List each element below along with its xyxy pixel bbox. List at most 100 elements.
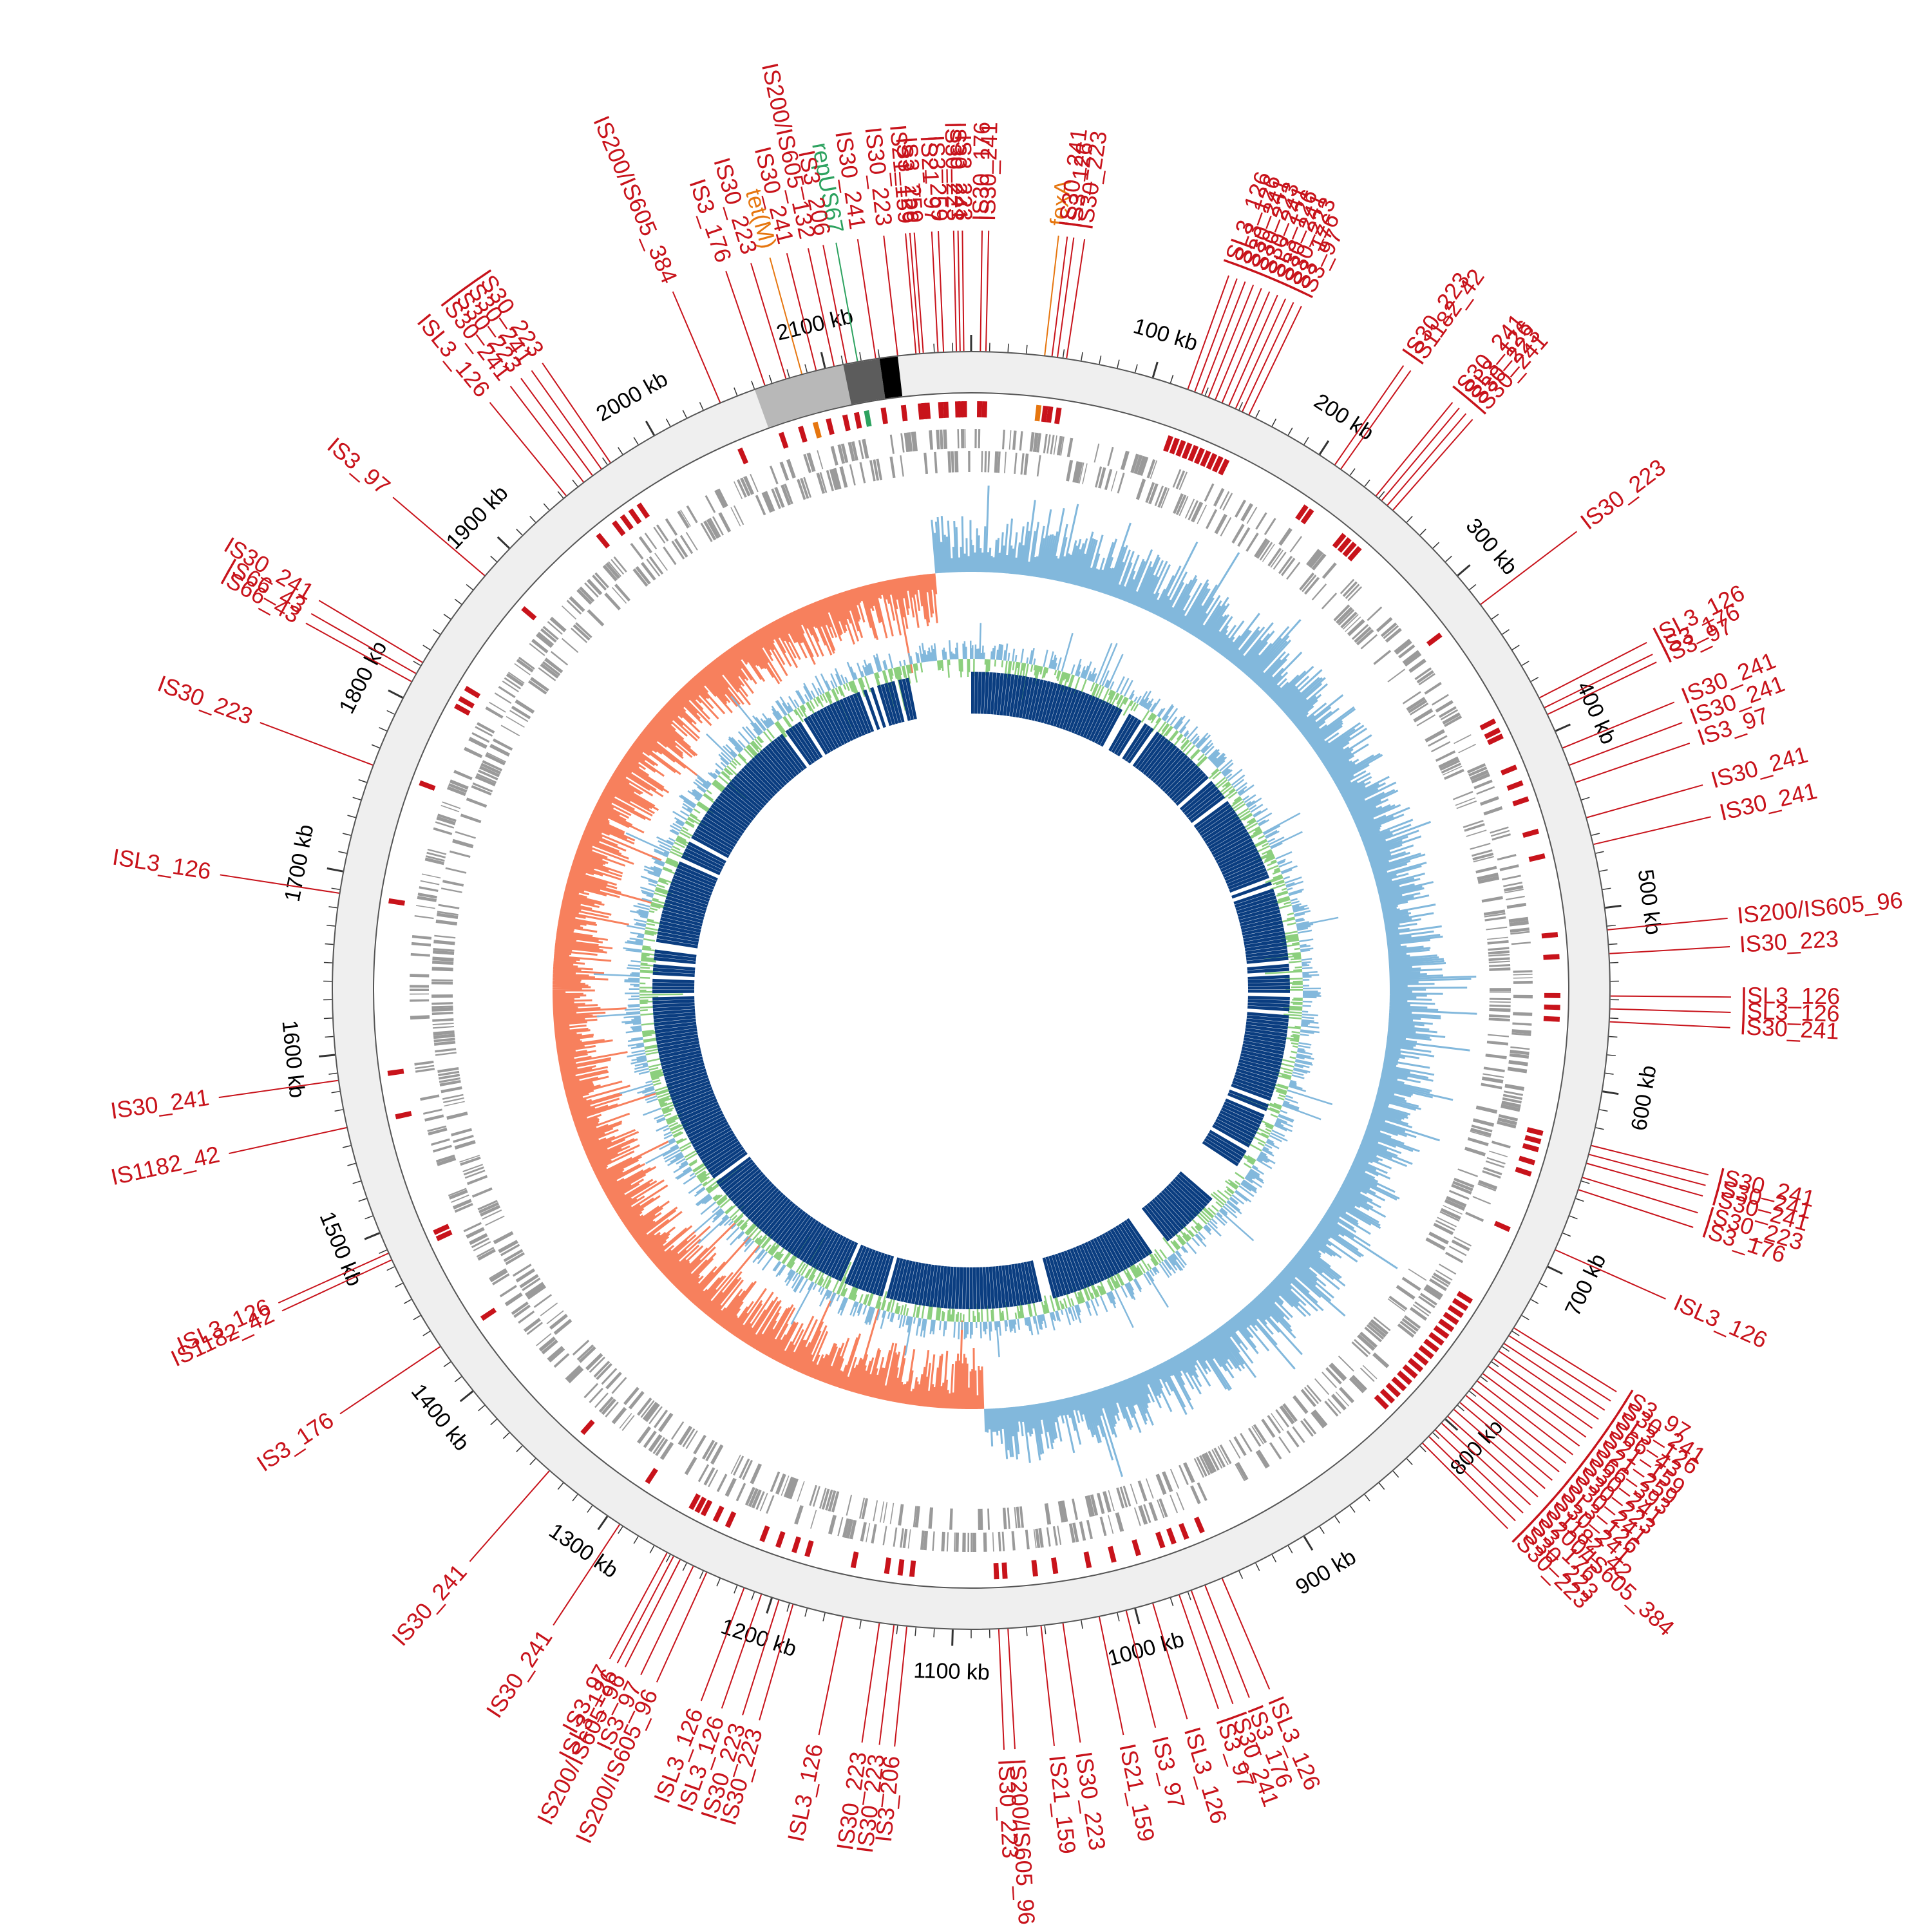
- blast-hit-block: [662, 1059, 704, 1074]
- tick-label: 2100 kb: [774, 304, 855, 346]
- cds-block: [862, 439, 869, 459]
- blast-hit-block: [1238, 1059, 1280, 1073]
- cds-block: [761, 491, 773, 513]
- feature-mark: [1501, 764, 1518, 775]
- feature-leader: [310, 613, 417, 674]
- cds-block: [507, 672, 525, 684]
- minor-tick: [804, 364, 808, 373]
- minor-tick: [601, 457, 608, 465]
- cds-block: [1035, 1528, 1041, 1548]
- cds-block: [1387, 668, 1406, 683]
- blast-hit-block: [1247, 982, 1290, 987]
- blast-hit-block: [869, 687, 886, 728]
- blast-hit-block: [851, 1247, 870, 1287]
- minor-tick: [840, 355, 844, 365]
- cds-block: [1397, 1323, 1415, 1338]
- minor-tick: [502, 1432, 510, 1439]
- blast-hit-block: [673, 1090, 714, 1108]
- cds-block: [1235, 1463, 1245, 1482]
- cds-block: [1116, 1487, 1125, 1509]
- feature-leader: [672, 291, 721, 403]
- feature-leader: [640, 1566, 694, 1676]
- blast-hit-block: [1059, 688, 1076, 729]
- blast-hit-block: [719, 792, 755, 821]
- cds-block: [493, 1231, 514, 1244]
- cds-block: [1311, 1412, 1325, 1428]
- cds-block: [1157, 487, 1168, 508]
- cds-block: [900, 433, 905, 453]
- cds-block: [972, 1532, 977, 1552]
- blast-hit-block: [1179, 781, 1214, 811]
- blast-hit-block: [693, 831, 732, 856]
- minor-tick: [1607, 924, 1616, 927]
- cds-block: [750, 473, 759, 493]
- cds-block: [1506, 902, 1527, 909]
- cds-block: [735, 1482, 746, 1502]
- blast-hit-block: [656, 1031, 698, 1041]
- blast-hit-block: [658, 1041, 699, 1052]
- feature-leader: [957, 231, 961, 352]
- cds-block: [425, 855, 445, 862]
- feature-mark: [688, 1493, 701, 1510]
- feature-mark: [880, 407, 888, 424]
- cds-block: [435, 1154, 455, 1163]
- cds-block: [480, 762, 502, 775]
- blast-hit-block: [1247, 974, 1290, 980]
- cds-block: [1340, 611, 1358, 629]
- cds-block: [587, 609, 605, 627]
- cds-block: [665, 518, 678, 536]
- blast-hit-block: [815, 1231, 838, 1271]
- cds-block: [1481, 896, 1503, 903]
- blast-hit-block: [918, 1264, 929, 1306]
- cds-block: [1488, 960, 1510, 963]
- feature-leader: [1548, 661, 1657, 715]
- blast-hit-block: [992, 1266, 999, 1309]
- blast-hit-block: [757, 752, 788, 786]
- is-element-label: ISL3_126: [782, 1741, 828, 1844]
- feature-leader: [1582, 1177, 1698, 1214]
- cds-block: [410, 952, 430, 957]
- feature-mark: [1385, 1383, 1401, 1397]
- blast-hit-block: [1118, 1223, 1144, 1261]
- contig-segments: [755, 356, 903, 428]
- cds-block: [573, 624, 591, 641]
- blast-hit-block: [1204, 1138, 1241, 1164]
- feature-mark: [1193, 1517, 1205, 1534]
- cds-block: [1130, 1483, 1138, 1504]
- cds-block: [592, 574, 607, 591]
- cds-block: [414, 915, 434, 920]
- cds-block: [1448, 1245, 1467, 1256]
- blast-hit-block: [654, 1015, 696, 1023]
- blast-hit-block: [856, 692, 875, 732]
- blast-hit-block: [1234, 1074, 1275, 1091]
- blast-hit-block: [744, 1186, 777, 1218]
- cds-block: [1281, 558, 1296, 576]
- cds-block: [605, 1401, 619, 1417]
- cds-block: [1086, 1495, 1095, 1517]
- feature-mark: [1342, 541, 1357, 558]
- cds-block: [923, 1530, 929, 1551]
- cds-block: [1360, 634, 1378, 650]
- cds-block: [1412, 1304, 1430, 1317]
- blast-hit-block: [1244, 1030, 1287, 1041]
- cds-block: [710, 1444, 724, 1465]
- feature-leader: [985, 231, 990, 352]
- blast-hit-block: [657, 931, 699, 942]
- cds-block: [1259, 542, 1273, 561]
- cds-block: [1155, 1473, 1167, 1495]
- cds-block: [1362, 1365, 1378, 1379]
- blast-hit-block: [1221, 854, 1261, 875]
- cds-block: [1511, 942, 1531, 945]
- is-element-label: IS3_97: [323, 432, 395, 500]
- feature-mark: [1443, 1311, 1459, 1325]
- blast-hit-block: [747, 1188, 779, 1220]
- minor-tick: [1419, 529, 1426, 536]
- blast-hit-block: [658, 927, 700, 939]
- minor-tick: [403, 1299, 412, 1304]
- cds-block: [663, 546, 677, 565]
- cds-block: [730, 507, 741, 527]
- is-element-label: IS30_241: [1739, 1013, 1840, 1045]
- cds-block: [1143, 1504, 1151, 1523]
- cds-block: [1219, 1444, 1232, 1464]
